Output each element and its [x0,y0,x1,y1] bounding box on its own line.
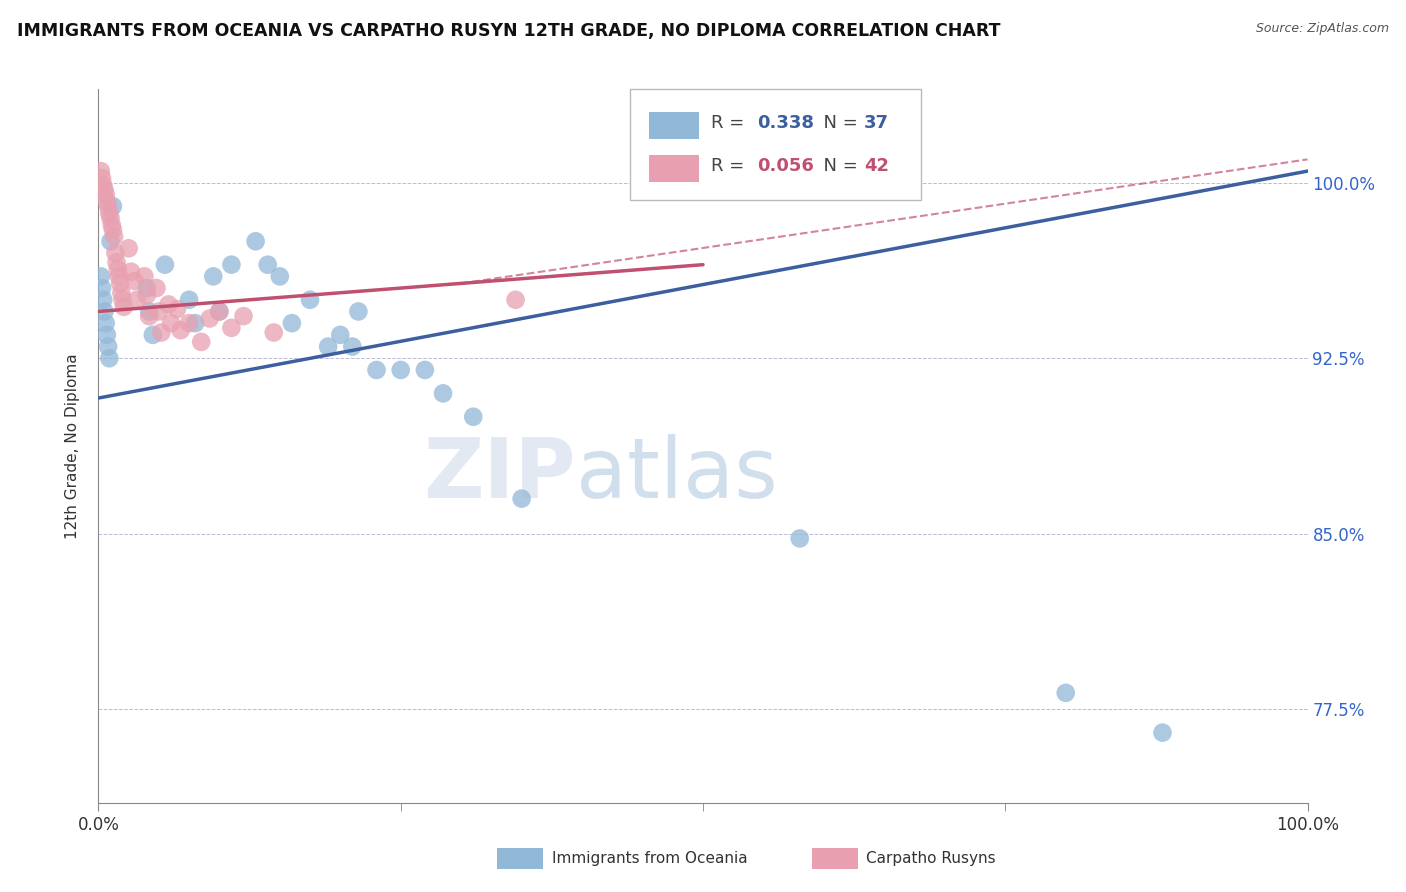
Point [96,194,118,209]
Point [789,532,811,546]
Text: N =: N = [811,157,863,175]
Text: Immigrants from Oceania: Immigrants from Oceania [551,851,748,866]
FancyBboxPatch shape [648,112,699,139]
Point [269,269,291,284]
Point [221,258,243,272]
Point [142,327,165,342]
Text: atlas: atlas [576,434,778,515]
Point [91,178,114,193]
Point [111,293,134,307]
Y-axis label: 12th Grade, No Diploma: 12th Grade, No Diploma [65,353,80,539]
Point [91,171,114,186]
Point [134,269,156,284]
Point [104,246,127,260]
Text: IMMIGRANTS FROM OCEANIA VS CARPATHO RUSYN 12TH GRADE, NO DIPLOMA CORRELATION CHA: IMMIGRANTS FROM OCEANIA VS CARPATHO RUSY… [17,22,1001,40]
Text: 0.056: 0.056 [758,157,814,175]
Point [342,340,364,354]
Text: N =: N = [811,114,863,132]
Text: R =: R = [711,114,751,132]
FancyBboxPatch shape [498,847,543,869]
Point [93,183,115,197]
Point [135,281,157,295]
Point [105,255,128,269]
Point [263,326,285,340]
Point [124,274,146,288]
Text: R =: R = [711,157,751,175]
Point [432,386,454,401]
Text: ZIP: ZIP [423,434,576,515]
Point [93,304,115,318]
Point [90,269,112,284]
Point [94,316,117,330]
Point [202,269,225,284]
Point [347,304,370,318]
Point [91,281,114,295]
Point [157,297,180,311]
Point [1054,686,1077,700]
Point [138,309,160,323]
Text: Carpatho Rusyns: Carpatho Rusyns [866,851,995,866]
Point [299,293,322,307]
Point [389,363,412,377]
Point [316,340,339,354]
Point [153,258,176,272]
Point [366,363,388,377]
Point [118,241,141,255]
Point [98,206,121,220]
Point [97,199,120,213]
Point [101,222,124,236]
Point [120,265,142,279]
Point [150,326,173,340]
Point [166,302,188,317]
Point [138,304,160,318]
Point [107,262,129,277]
Point [97,340,120,354]
Point [329,327,352,342]
Text: Source: ZipAtlas.com: Source: ZipAtlas.com [1256,22,1389,36]
Point [208,304,231,318]
Point [108,277,131,291]
Point [190,334,212,349]
Point [100,218,122,232]
Point [179,293,201,307]
FancyBboxPatch shape [811,847,858,869]
Point [91,293,114,307]
Point [198,311,221,326]
Point [169,323,191,337]
Point [94,187,117,202]
Point [135,288,157,302]
Point [96,327,118,342]
Point [100,234,122,248]
Point [101,199,124,213]
Point [1152,725,1174,739]
Point [510,491,533,506]
Point [103,229,125,244]
Point [232,309,254,323]
Point [148,304,170,318]
Text: 42: 42 [863,157,889,175]
Point [463,409,485,424]
Point [179,316,201,330]
Point [127,293,149,307]
Point [256,258,278,272]
Point [112,300,135,314]
Point [413,363,436,377]
Point [184,316,207,330]
Point [281,316,304,330]
Point [505,293,527,307]
Text: 37: 37 [863,114,889,132]
Point [98,351,121,366]
Point [100,211,122,225]
Point [208,304,231,318]
Point [90,164,112,178]
FancyBboxPatch shape [630,89,921,200]
FancyBboxPatch shape [648,155,699,182]
Point [221,321,243,335]
Point [110,285,132,300]
Text: 0.338: 0.338 [758,114,814,132]
Point [108,269,131,284]
Point [245,234,267,248]
Point [160,316,183,330]
Point [145,281,167,295]
